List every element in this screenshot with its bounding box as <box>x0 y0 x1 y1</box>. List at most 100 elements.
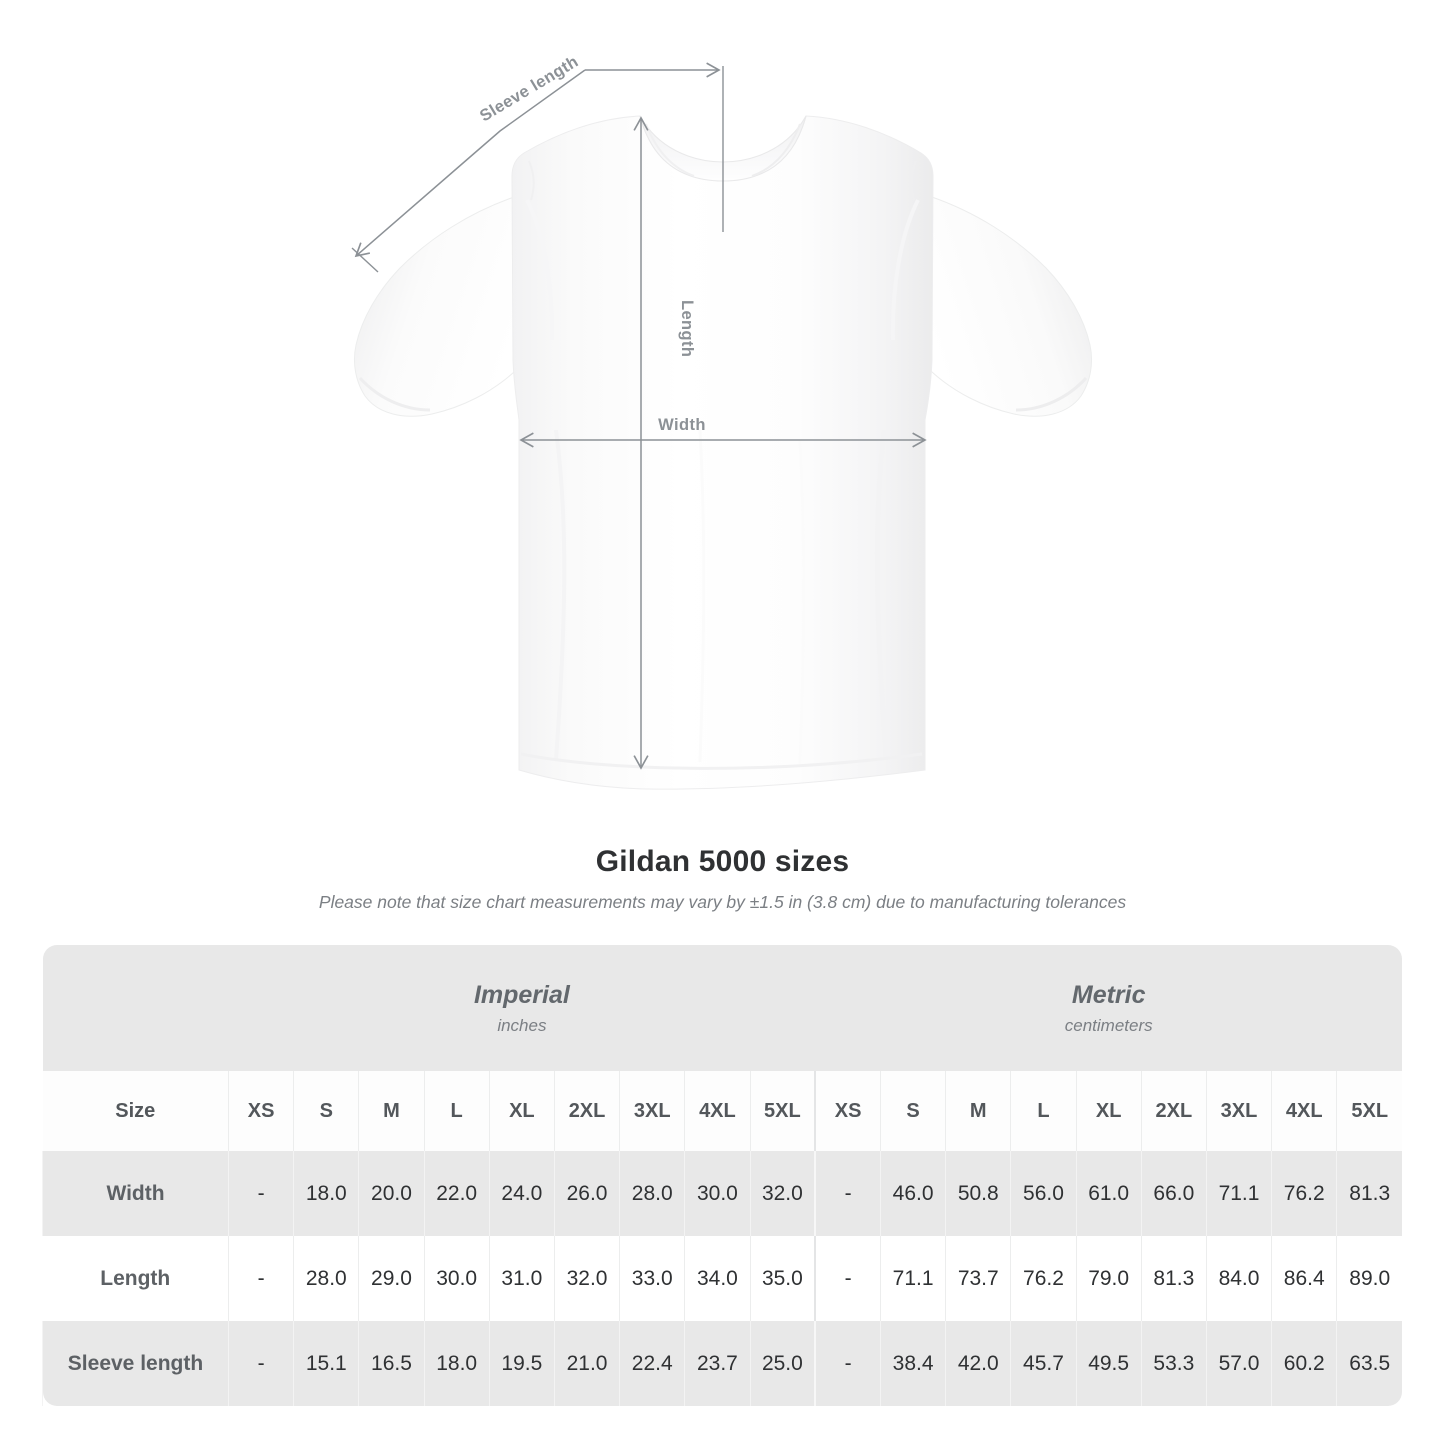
size-header-metric-4xl: 4XL <box>1271 1071 1337 1151</box>
title-block: Gildan 5000 sizes Please note that size … <box>0 845 1445 913</box>
system-header-spacer <box>42 945 229 1071</box>
cell: - <box>227 1321 294 1406</box>
cell: 28.0 <box>619 1151 685 1236</box>
cell: 32.0 <box>749 1151 816 1236</box>
size-header-metric-xs: XS <box>814 1071 881 1151</box>
cell: - <box>814 1321 881 1406</box>
table-row: Sleeve length - 15.1 16.5 18.0 19.5 21.0… <box>42 1321 1403 1406</box>
row-label-length: Length <box>42 1236 229 1321</box>
cell: 84.0 <box>1205 1236 1272 1321</box>
size-header-imperial-5xl: 5XL <box>749 1071 816 1151</box>
size-header-imperial-m: M <box>358 1071 425 1151</box>
cell: 33.0 <box>619 1236 685 1321</box>
system-unit-imperial: inches <box>497 1015 547 1035</box>
size-table: Imperial inches Metric centimeters Size … <box>42 945 1403 1406</box>
size-header-metric-5xl: 5XL <box>1336 1071 1403 1151</box>
cell: 71.1 <box>879 1236 946 1321</box>
cell: 15.1 <box>293 1321 359 1406</box>
length-label: Length <box>678 300 696 357</box>
sleeve-hem-tick <box>351 247 379 273</box>
cell: 63.5 <box>1336 1321 1403 1406</box>
cell: 31.0 <box>488 1236 555 1321</box>
cell: 89.0 <box>1336 1236 1403 1321</box>
size-table-wrapper: Imperial inches Metric centimeters Size … <box>42 945 1403 1406</box>
cell: 24.0 <box>488 1151 555 1236</box>
cell: 49.5 <box>1075 1321 1142 1406</box>
cell: 38.4 <box>879 1321 946 1406</box>
size-header-metric-m: M <box>945 1071 1011 1151</box>
system-name-metric: Metric <box>1071 980 1146 1009</box>
size-header-imperial-4xl: 4XL <box>684 1071 750 1151</box>
size-header-metric-l: L <box>1010 1071 1077 1151</box>
system-name-imperial: Imperial <box>473 980 570 1009</box>
tolerance-note: Please note that size chart measurements… <box>318 892 1127 912</box>
cell: - <box>814 1151 881 1236</box>
cell: - <box>814 1236 881 1321</box>
cell: 46.0 <box>879 1151 946 1236</box>
cell: 45.7 <box>1010 1321 1077 1406</box>
table-row: Length - 28.0 29.0 30.0 31.0 32.0 33.0 3… <box>42 1236 1403 1321</box>
system-header-imperial: Imperial inches <box>228 945 816 1071</box>
cell: 35.0 <box>749 1236 816 1321</box>
size-header-imperial-2xl: 2XL <box>553 1071 620 1151</box>
cell: 76.2 <box>1010 1236 1077 1321</box>
cell: - <box>227 1236 294 1321</box>
size-header-imperial-xl: XL <box>488 1071 555 1151</box>
measurement-guides <box>351 62 927 770</box>
size-header-metric-xl: XL <box>1075 1071 1142 1151</box>
width-label: Width <box>658 416 706 434</box>
size-header-label: Size <box>42 1071 229 1151</box>
sleeve-length-label: Sleeve length <box>477 53 582 126</box>
row-label-sleeve-length: Sleeve length <box>42 1321 229 1406</box>
system-unit-metric: centimeters <box>1064 1015 1153 1035</box>
cell: 32.0 <box>553 1236 620 1321</box>
cell: 73.7 <box>945 1236 1011 1321</box>
system-header-row: Imperial inches Metric centimeters <box>42 945 1403 1071</box>
cell: 76.2 <box>1271 1151 1337 1236</box>
cell: 30.0 <box>684 1151 750 1236</box>
cell: 20.0 <box>358 1151 425 1236</box>
cell: 57.0 <box>1205 1321 1272 1406</box>
cell: 61.0 <box>1075 1151 1142 1236</box>
cell: 25.0 <box>749 1321 816 1406</box>
cell: 71.1 <box>1205 1151 1272 1236</box>
cell: 81.3 <box>1140 1236 1207 1321</box>
cell: 86.4 <box>1271 1236 1337 1321</box>
tshirt-diagram: Sleeve length Length Width <box>351 53 1093 790</box>
cell: 60.2 <box>1271 1321 1337 1406</box>
cell: 18.0 <box>293 1151 359 1236</box>
table-row: Width - 18.0 20.0 22.0 24.0 26.0 28.0 30… <box>42 1151 1403 1236</box>
row-label-width: Width <box>42 1151 229 1236</box>
system-header-metric: Metric centimeters <box>815 945 1403 1071</box>
size-header-metric-3xl: 3XL <box>1205 1071 1272 1151</box>
cell: 56.0 <box>1010 1151 1077 1236</box>
size-header-row: Size XS S M L XL 2XL 3XL 4XL 5XL XS S M … <box>42 1071 1403 1151</box>
cell: 42.0 <box>945 1321 1011 1406</box>
cell: 29.0 <box>358 1236 425 1321</box>
cell: 79.0 <box>1075 1236 1142 1321</box>
cell: 16.5 <box>358 1321 425 1406</box>
size-header-imperial-xs: XS <box>227 1071 294 1151</box>
cell: 66.0 <box>1140 1151 1207 1236</box>
size-header-imperial-s: S <box>293 1071 359 1151</box>
page-title: Gildan 5000 sizes <box>595 845 850 878</box>
cell: 50.8 <box>945 1151 1011 1236</box>
cell: 28.0 <box>293 1236 359 1321</box>
cell: 23.7 <box>684 1321 750 1406</box>
cell: 30.0 <box>423 1236 490 1321</box>
size-header-imperial-l: L <box>423 1071 490 1151</box>
cell: 22.0 <box>423 1151 490 1236</box>
size-header-metric-2xl: 2XL <box>1140 1071 1207 1151</box>
cell: 19.5 <box>488 1321 555 1406</box>
cell: 22.4 <box>619 1321 685 1406</box>
tshirt-artwork <box>353 115 1093 790</box>
cell: 53.3 <box>1140 1321 1207 1406</box>
cell: 81.3 <box>1336 1151 1403 1236</box>
cell: 34.0 <box>684 1236 750 1321</box>
cell: 18.0 <box>423 1321 490 1406</box>
sleeve-diagonal-arrow <box>354 69 586 258</box>
cell: - <box>227 1151 294 1236</box>
size-header-metric-s: S <box>879 1071 946 1151</box>
cell: 26.0 <box>553 1151 620 1236</box>
